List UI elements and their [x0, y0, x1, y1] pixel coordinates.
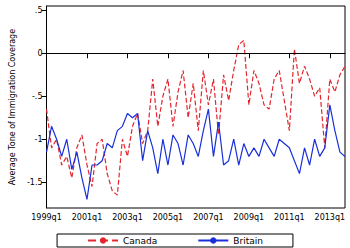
svg-text:2007q1: 2007q1	[193, 213, 224, 222]
svg-text:Britain: Britain	[233, 236, 263, 246]
svg-text:.5: .5	[35, 6, 43, 15]
svg-text:-.5: -.5	[32, 92, 43, 101]
svg-text:2013q1: 2013q1	[315, 213, 346, 222]
svg-text:-1: -1	[35, 135, 43, 144]
svg-text:2003q1: 2003q1	[112, 213, 143, 222]
svg-text:1999q1: 1999q1	[31, 213, 62, 222]
svg-text:Canada: Canada	[123, 236, 157, 246]
svg-text:2005q1: 2005q1	[153, 213, 184, 222]
svg-text:Average Tone of Immigration Co: Average Tone of Immigration Coverage	[8, 29, 17, 185]
svg-text:-1.5: -1.5	[27, 178, 43, 187]
svg-text:0: 0	[37, 49, 42, 58]
svg-text:2009q1: 2009q1	[234, 213, 265, 222]
svg-text:2011q1: 2011q1	[274, 213, 305, 222]
svg-text:2001q1: 2001q1	[72, 213, 103, 222]
